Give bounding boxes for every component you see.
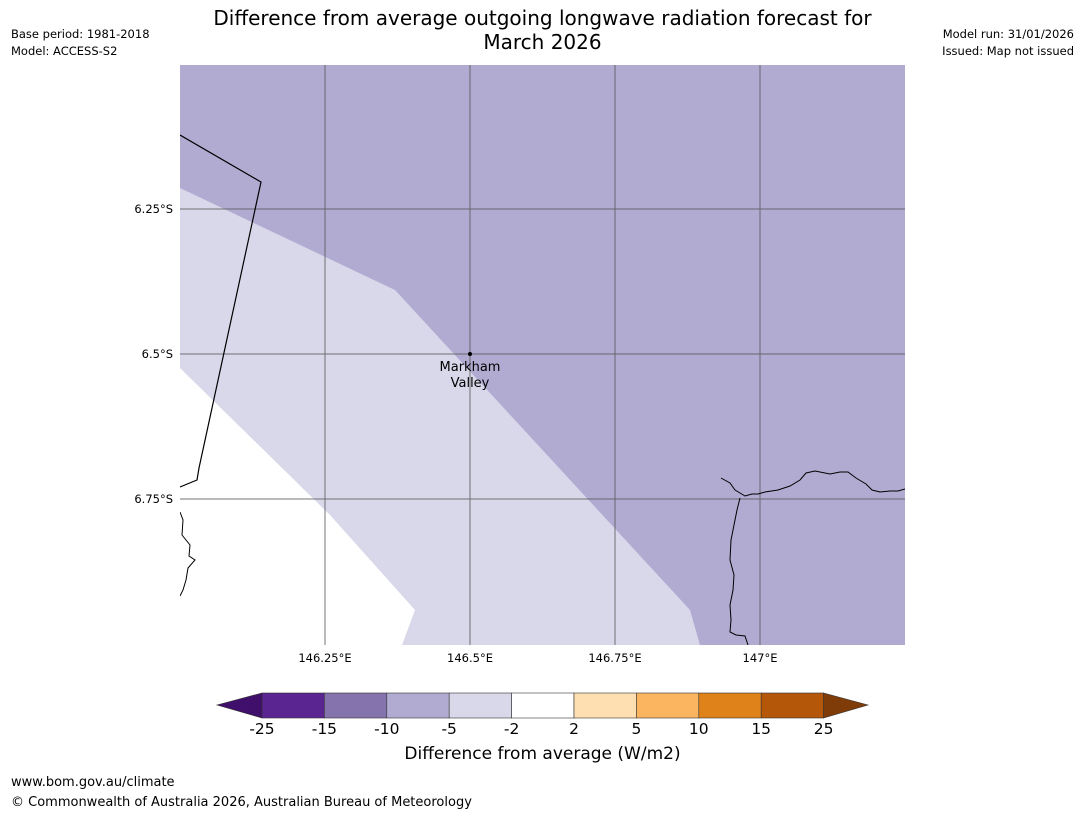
colorbar-tick-label: -5 bbox=[441, 720, 457, 738]
colorbar-bin-2 bbox=[324, 692, 388, 719]
colorbar-tick-label: 2 bbox=[569, 720, 579, 738]
place-label-line-1: Markham bbox=[439, 360, 501, 375]
colorbar-tick-label: -25 bbox=[249, 720, 275, 738]
colorbar-bin-8 bbox=[698, 692, 762, 719]
model-run: Model run: 31/01/2026 bbox=[942, 27, 1074, 41]
colorbar-tick-label: 15 bbox=[751, 720, 772, 738]
graticule bbox=[180, 65, 905, 645]
model-name: Model: ACCESS-S2 bbox=[11, 44, 118, 58]
anomaly-region-minus2-plus2 bbox=[180, 368, 415, 645]
coastline-west bbox=[180, 511, 196, 597]
colorbar-bin-5 bbox=[511, 692, 575, 719]
base-period: Base period: 1981-2018 bbox=[11, 27, 150, 41]
colorbar-tick-label: -2 bbox=[503, 720, 520, 738]
colorbar-bin-1 bbox=[261, 692, 325, 719]
y-tick-label: 6.25°S bbox=[134, 202, 173, 216]
colorbar-bin-3 bbox=[386, 692, 450, 719]
issued-status: Issued: Map not issued bbox=[942, 44, 1074, 58]
place-label-line-2: Valley bbox=[450, 376, 490, 391]
y-tick-label: 6.5°S bbox=[141, 347, 173, 361]
y-tick-label: 6.75°S bbox=[134, 492, 173, 506]
border-line bbox=[180, 134, 262, 488]
x-tick-label: 146.5°E bbox=[447, 651, 493, 665]
x-tick-label: 147°E bbox=[742, 651, 778, 665]
map-area bbox=[180, 65, 905, 645]
x-tick-label: 146.75°E bbox=[588, 651, 642, 665]
colorbar-bin-4 bbox=[448, 692, 512, 719]
river-outline bbox=[729, 497, 749, 645]
colorbar-tick-label: 25 bbox=[813, 720, 834, 738]
meta-left: Base period: 1981-2018 Model: ACCESS-S2 bbox=[11, 26, 150, 60]
colorbar bbox=[215, 692, 870, 719]
colorbar-tick-label: 10 bbox=[688, 720, 709, 738]
location-marker bbox=[468, 352, 472, 356]
colorbar-extend-right bbox=[823, 692, 870, 719]
colorbar-bin-9 bbox=[760, 692, 824, 719]
colorbar-extend-left bbox=[215, 692, 263, 719]
colorbar-tick-label: 5 bbox=[631, 720, 642, 738]
colorbar-tick-label: -10 bbox=[374, 720, 400, 738]
colorbar-bin-6 bbox=[573, 692, 637, 719]
colorbar-tick-label: -15 bbox=[311, 720, 338, 738]
title-line-1: Difference from average outgoing longwav… bbox=[213, 6, 872, 30]
colorbar-label: Difference from average (W/m2) bbox=[404, 744, 681, 764]
coastline-east bbox=[720, 470, 905, 497]
footer-copyright: © Commonwealth of Australia 2026, Austra… bbox=[11, 795, 472, 810]
meta-right: Model run: 31/01/2026 Issued: Map not is… bbox=[942, 26, 1074, 60]
title-line-2: March 2026 bbox=[483, 30, 602, 54]
map-title: Difference from average outgoing longwav… bbox=[150, 6, 935, 54]
footer-url: www.bom.gov.au/climate bbox=[11, 775, 175, 790]
place-label: Markham Valley bbox=[420, 360, 520, 392]
x-tick-label: 146.25°E bbox=[298, 651, 352, 665]
colorbar-bin-7 bbox=[636, 692, 700, 719]
